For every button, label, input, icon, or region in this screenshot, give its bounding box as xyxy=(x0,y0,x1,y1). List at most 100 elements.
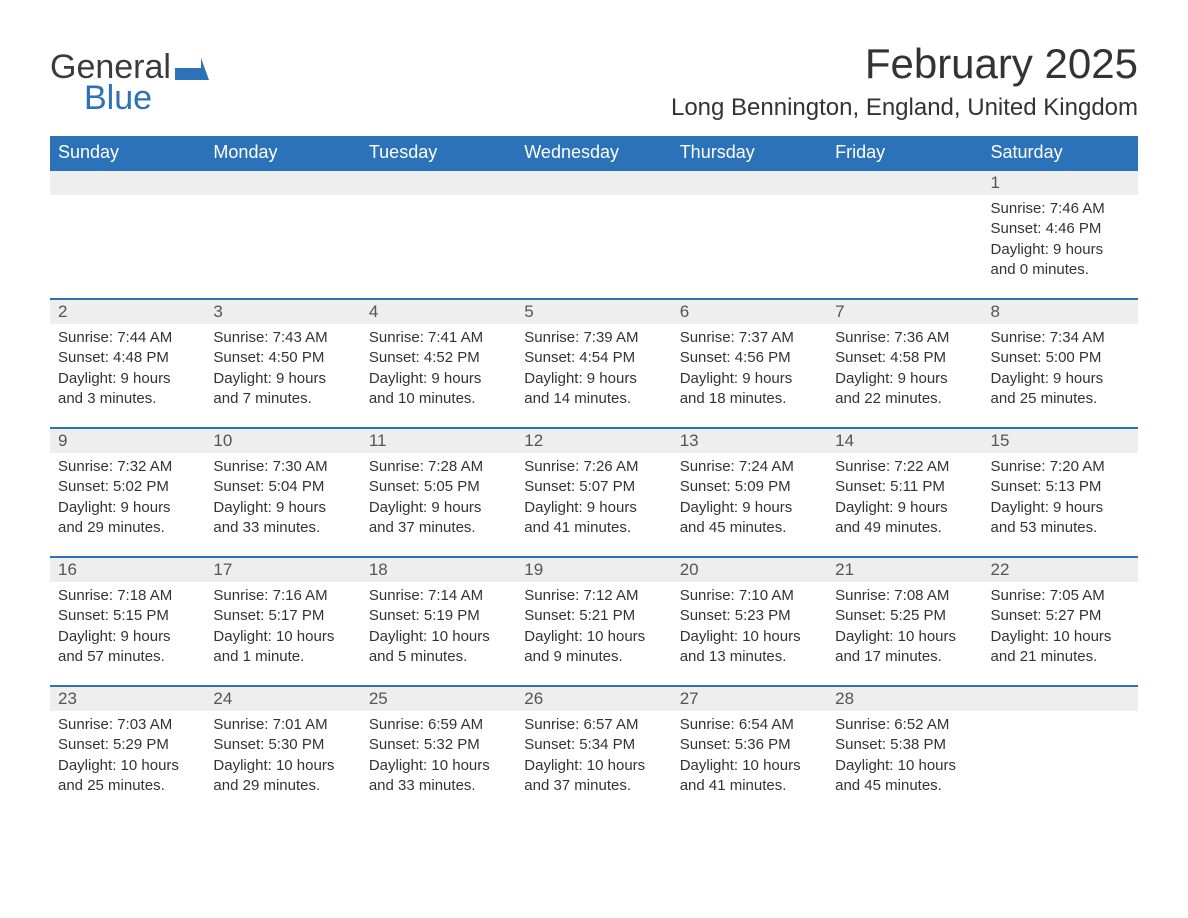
daydetail-14: Sunrise: 7:22 AMSunset: 5:11 PMDaylight:… xyxy=(827,453,982,557)
daydetail-8: Sunrise: 7:34 AMSunset: 5:00 PMDaylight:… xyxy=(983,324,1138,428)
daydetail-9: Sunrise: 7:32 AMSunset: 5:02 PMDaylight:… xyxy=(50,453,205,557)
day-22-line-0: Sunrise: 7:05 AM xyxy=(991,586,1130,606)
empty-cell xyxy=(983,711,1138,815)
day-13-line-2: Daylight: 9 hours and 45 minutes. xyxy=(680,498,819,539)
daynum-7: 7 xyxy=(827,299,982,324)
day-21-line-2: Daylight: 10 hours and 17 minutes. xyxy=(835,627,974,668)
day-6-line-0: Sunrise: 7:37 AM xyxy=(680,328,819,348)
daydetail-20: Sunrise: 7:10 AMSunset: 5:23 PMDaylight:… xyxy=(672,582,827,686)
day-9-line-0: Sunrise: 7:32 AM xyxy=(58,457,197,477)
day-7-line-0: Sunrise: 7:36 AM xyxy=(835,328,974,348)
day-19-line-1: Sunset: 5:21 PM xyxy=(524,606,663,626)
empty-cell xyxy=(827,195,982,299)
week-2-details: Sunrise: 7:32 AMSunset: 5:02 PMDaylight:… xyxy=(50,453,1138,557)
day-4-line-0: Sunrise: 7:41 AM xyxy=(369,328,508,348)
logo: General Blue xyxy=(50,48,209,118)
dayname-saturday: Saturday xyxy=(983,136,1138,170)
week-1-details: Sunrise: 7:44 AMSunset: 4:48 PMDaylight:… xyxy=(50,324,1138,428)
day-1-line-0: Sunrise: 7:46 AM xyxy=(991,199,1130,219)
daydetail-2: Sunrise: 7:44 AMSunset: 4:48 PMDaylight:… xyxy=(50,324,205,428)
daydetail-12: Sunrise: 7:26 AMSunset: 5:07 PMDaylight:… xyxy=(516,453,671,557)
daynum-22: 22 xyxy=(983,557,1138,582)
dayname-monday: Monday xyxy=(205,136,360,170)
week-4-details: Sunrise: 7:03 AMSunset: 5:29 PMDaylight:… xyxy=(50,711,1138,815)
daynum-11: 11 xyxy=(361,428,516,453)
daydetail-22: Sunrise: 7:05 AMSunset: 5:27 PMDaylight:… xyxy=(983,582,1138,686)
day-25-line-2: Daylight: 10 hours and 33 minutes. xyxy=(369,756,508,797)
daydetail-7: Sunrise: 7:36 AMSunset: 4:58 PMDaylight:… xyxy=(827,324,982,428)
empty-cell xyxy=(361,195,516,299)
empty-cell xyxy=(205,170,360,195)
day-4-line-2: Daylight: 9 hours and 10 minutes. xyxy=(369,369,508,410)
empty-cell xyxy=(50,195,205,299)
daydetail-26: Sunrise: 6:57 AMSunset: 5:34 PMDaylight:… xyxy=(516,711,671,815)
day-5-line-2: Daylight: 9 hours and 14 minutes. xyxy=(524,369,663,410)
week-4-daynums: 232425262728 xyxy=(50,686,1138,711)
day-18-line-1: Sunset: 5:19 PM xyxy=(369,606,508,626)
day-22-line-1: Sunset: 5:27 PM xyxy=(991,606,1130,626)
empty-cell xyxy=(672,195,827,299)
daynum-14: 14 xyxy=(827,428,982,453)
empty-cell xyxy=(516,170,671,195)
day-6-line-2: Daylight: 9 hours and 18 minutes. xyxy=(680,369,819,410)
daydetail-6: Sunrise: 7:37 AMSunset: 4:56 PMDaylight:… xyxy=(672,324,827,428)
dayname-row: SundayMondayTuesdayWednesdayThursdayFrid… xyxy=(50,136,1138,170)
daydetail-1: Sunrise: 7:46 AMSunset: 4:46 PMDaylight:… xyxy=(983,195,1138,299)
daydetail-10: Sunrise: 7:30 AMSunset: 5:04 PMDaylight:… xyxy=(205,453,360,557)
daydetail-21: Sunrise: 7:08 AMSunset: 5:25 PMDaylight:… xyxy=(827,582,982,686)
daydetail-4: Sunrise: 7:41 AMSunset: 4:52 PMDaylight:… xyxy=(361,324,516,428)
day-12-line-1: Sunset: 5:07 PM xyxy=(524,477,663,497)
day-24-line-1: Sunset: 5:30 PM xyxy=(213,735,352,755)
daynum-15: 15 xyxy=(983,428,1138,453)
daydetail-18: Sunrise: 7:14 AMSunset: 5:19 PMDaylight:… xyxy=(361,582,516,686)
day-12-line-2: Daylight: 9 hours and 41 minutes. xyxy=(524,498,663,539)
daydetail-16: Sunrise: 7:18 AMSunset: 5:15 PMDaylight:… xyxy=(50,582,205,686)
day-26-line-1: Sunset: 5:34 PM xyxy=(524,735,663,755)
day-24-line-0: Sunrise: 7:01 AM xyxy=(213,715,352,735)
day-10-line-1: Sunset: 5:04 PM xyxy=(213,477,352,497)
daydetail-25: Sunrise: 6:59 AMSunset: 5:32 PMDaylight:… xyxy=(361,711,516,815)
dayname-thursday: Thursday xyxy=(672,136,827,170)
daynum-26: 26 xyxy=(516,686,671,711)
flag-icon xyxy=(175,58,209,85)
day-9-line-2: Daylight: 9 hours and 29 minutes. xyxy=(58,498,197,539)
day-11-line-2: Daylight: 9 hours and 37 minutes. xyxy=(369,498,508,539)
day-4-line-1: Sunset: 4:52 PM xyxy=(369,348,508,368)
day-13-line-0: Sunrise: 7:24 AM xyxy=(680,457,819,477)
day-24-line-2: Daylight: 10 hours and 29 minutes. xyxy=(213,756,352,797)
empty-cell xyxy=(516,195,671,299)
empty-cell xyxy=(361,170,516,195)
day-14-line-2: Daylight: 9 hours and 49 minutes. xyxy=(835,498,974,539)
day-9-line-1: Sunset: 5:02 PM xyxy=(58,477,197,497)
day-25-line-0: Sunrise: 6:59 AM xyxy=(369,715,508,735)
dayname-sunday: Sunday xyxy=(50,136,205,170)
daynum-16: 16 xyxy=(50,557,205,582)
day-21-line-1: Sunset: 5:25 PM xyxy=(835,606,974,626)
day-17-line-1: Sunset: 5:17 PM xyxy=(213,606,352,626)
daydetail-11: Sunrise: 7:28 AMSunset: 5:05 PMDaylight:… xyxy=(361,453,516,557)
daydetail-23: Sunrise: 7:03 AMSunset: 5:29 PMDaylight:… xyxy=(50,711,205,815)
day-28-line-0: Sunrise: 6:52 AM xyxy=(835,715,974,735)
day-19-line-2: Daylight: 10 hours and 9 minutes. xyxy=(524,627,663,668)
day-1-line-1: Sunset: 4:46 PM xyxy=(991,219,1130,239)
day-8-line-2: Daylight: 9 hours and 25 minutes. xyxy=(991,369,1130,410)
day-3-line-0: Sunrise: 7:43 AM xyxy=(213,328,352,348)
day-18-line-0: Sunrise: 7:14 AM xyxy=(369,586,508,606)
day-10-line-0: Sunrise: 7:30 AM xyxy=(213,457,352,477)
week-3-daynums: 16171819202122 xyxy=(50,557,1138,582)
daydetail-17: Sunrise: 7:16 AMSunset: 5:17 PMDaylight:… xyxy=(205,582,360,686)
day-8-line-0: Sunrise: 7:34 AM xyxy=(991,328,1130,348)
day-27-line-0: Sunrise: 6:54 AM xyxy=(680,715,819,735)
daydetail-27: Sunrise: 6:54 AMSunset: 5:36 PMDaylight:… xyxy=(672,711,827,815)
day-25-line-1: Sunset: 5:32 PM xyxy=(369,735,508,755)
daydetail-24: Sunrise: 7:01 AMSunset: 5:30 PMDaylight:… xyxy=(205,711,360,815)
day-15-line-2: Daylight: 9 hours and 53 minutes. xyxy=(991,498,1130,539)
week-3-details: Sunrise: 7:18 AMSunset: 5:15 PMDaylight:… xyxy=(50,582,1138,686)
empty-cell xyxy=(672,170,827,195)
week-1-daynums: 2345678 xyxy=(50,299,1138,324)
empty-cell xyxy=(827,170,982,195)
daynum-27: 27 xyxy=(672,686,827,711)
day-20-line-1: Sunset: 5:23 PM xyxy=(680,606,819,626)
daynum-25: 25 xyxy=(361,686,516,711)
daydetail-3: Sunrise: 7:43 AMSunset: 4:50 PMDaylight:… xyxy=(205,324,360,428)
